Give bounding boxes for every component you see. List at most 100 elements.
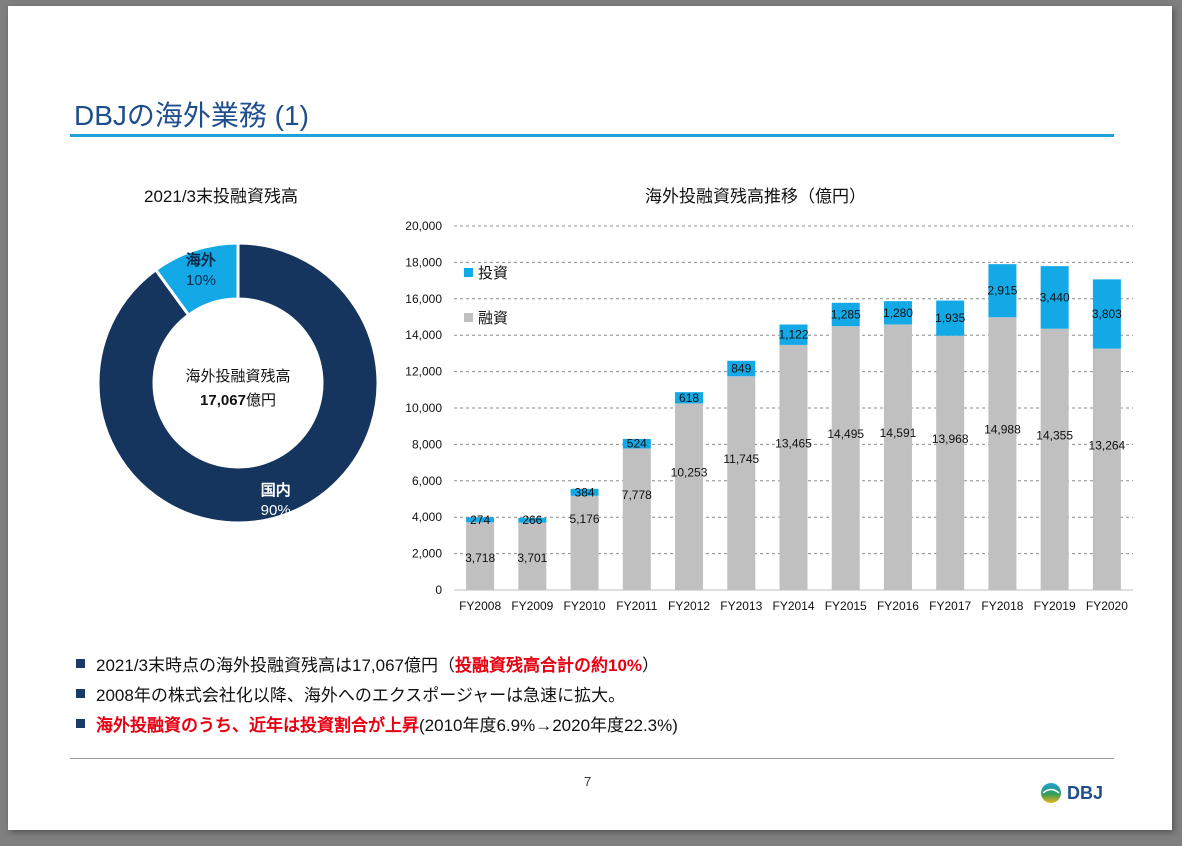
bar-investment-label: 274	[470, 513, 490, 527]
x-tick-label: FY2016	[877, 599, 919, 613]
legend-loan-label: 融資	[478, 310, 508, 327]
x-tick-label: FY2008	[459, 599, 501, 613]
bar-investment-label: 3,440	[1040, 290, 1070, 304]
y-tick-label: 12,000	[405, 365, 442, 379]
x-tick-label: FY2009	[511, 599, 553, 613]
bar-loan-label: 5,176	[570, 512, 600, 526]
donut-slice-name: 国内	[261, 481, 291, 499]
bar-loan-label: 14,495	[827, 427, 864, 441]
globe-logo-icon	[1041, 783, 1061, 803]
donut-slice-1	[153, 241, 240, 318]
donut-center-amount: 17,067	[200, 392, 246, 409]
bar-loan-label: 3,701	[517, 551, 547, 565]
bullet-item: 2021/3末時点の海外投融資残高は17,067億円（ 投融資残高合計の約10%）	[76, 648, 678, 678]
bullet-text: 2021/3末時点の海外投融資残高は17,067億円（	[96, 655, 455, 675]
bar-loan-label: 14,591	[880, 426, 917, 440]
bar-investment-label: 1,122	[778, 328, 808, 342]
bar-loan-FY2019	[1040, 328, 1069, 590]
page-title: DBJの海外業務 (1)	[74, 100, 309, 131]
x-tick-label: FY2011	[616, 599, 657, 613]
donut-chart-title: 2021/3末投融資残高	[144, 187, 298, 206]
y-tick-label: 6,000	[412, 474, 442, 488]
y-tick-label: 16,000	[405, 292, 442, 306]
x-tick-label: FY2013	[720, 599, 762, 613]
y-tick-label: 4,000	[412, 510, 442, 524]
donut-center-label: 海外投融資残高	[185, 368, 290, 385]
dbj-logo: DBJ	[1040, 782, 1103, 804]
square-bullet-icon	[76, 688, 85, 698]
bar-loan-FY2020	[1092, 348, 1121, 590]
bar-loan-FY2013	[727, 376, 756, 590]
bar-investment-label: 618	[679, 391, 699, 405]
square-bullet-icon	[76, 718, 85, 728]
bullet-highlight: 投融資残高合計の約10%	[455, 655, 643, 675]
bar-loan-label: 13,465	[775, 436, 812, 450]
y-tick-label: 0	[435, 583, 442, 597]
bar-investment-FY2013	[727, 360, 756, 377]
bullet-highlight: 海外投融資のうち、近年は投資割合が上昇	[96, 715, 419, 735]
y-tick-label: 20,000	[405, 219, 442, 233]
bar-investment-FY2008	[466, 517, 495, 523]
bar-loan-FY2016	[883, 324, 912, 590]
y-tick-label: 10,000	[405, 401, 442, 415]
x-tick-label: FY2018	[981, 599, 1023, 613]
bar-loan-label: 13,968	[932, 432, 969, 446]
bar-loan-FY2009	[518, 522, 547, 590]
bar-chart-title: 海外投融資残高推移（億円）	[645, 187, 866, 206]
bar-investment-FY2010	[570, 488, 599, 496]
bar-investment-FY2017	[936, 300, 965, 336]
x-tick-label: FY2012	[668, 599, 710, 613]
legend-loan-swatch	[464, 313, 473, 322]
bar-investment-label: 849	[731, 362, 751, 376]
donut-slice-name: 海外	[186, 251, 216, 269]
bar-loan-FY2012	[675, 403, 704, 590]
bullet-suffix: (2010年度6.9%→2020年度22.3%)	[419, 715, 678, 735]
bar-investment-label: 1,280	[883, 306, 913, 320]
y-tick-label: 2,000	[412, 547, 442, 561]
donut-center-unit: 億円	[246, 392, 276, 409]
bar-loan-FY2014	[779, 344, 808, 590]
bar-investment-FY2016	[883, 301, 912, 325]
bar-investment-FY2014	[779, 324, 808, 345]
bar-loan-FY2018	[988, 317, 1017, 590]
bar-loan-label: 3,718	[465, 551, 495, 565]
bar-investment-FY2009	[518, 517, 547, 523]
bullet-text: 2008年の株式会社化以降、海外へのエクスポージャーは急速に拡大。	[96, 685, 626, 705]
donut-slice-percent: 10%	[186, 272, 216, 289]
x-tick-label: FY2014	[772, 599, 814, 613]
donut-center-value: 17,067億円	[200, 392, 276, 409]
bar-loan-FY2008	[466, 522, 495, 590]
bar-investment-FY2012	[675, 392, 704, 404]
charts-canvas: 国内 90% 海外 10% 海外投融資残高 17,067億円 0 2,000 4,000 6,00…	[96, 219, 1133, 613]
title-divider	[70, 134, 1114, 137]
bar-investment-label: 3,803	[1092, 307, 1122, 321]
bar-investment-FY2019	[1040, 266, 1069, 329]
bar-loan-label: 10,253	[671, 466, 708, 480]
bar-investment-FY2015	[831, 302, 860, 327]
logo-text: DBJ	[1067, 782, 1104, 803]
bar-investment-label: 2,915	[987, 284, 1017, 298]
bar-investment-label: 266	[522, 513, 542, 527]
bar-loan-label: 11,745	[723, 452, 759, 466]
bar-loan-label: 13,264	[1089, 438, 1126, 452]
x-tick-label: FY2017	[929, 599, 971, 613]
slide: DBJの海外業務 (1) 2021/3末投融資残高 海外投融資残高推移（億円） …	[8, 6, 1172, 830]
x-tick-label: FY2019	[1034, 599, 1076, 613]
y-tick-label: 14,000	[405, 328, 442, 342]
legend-investment-swatch	[464, 268, 473, 277]
bar-investment-FY2020	[1092, 279, 1121, 349]
bar-loan-label: 14,355	[1036, 428, 1073, 442]
bar-loan-FY2011	[622, 448, 651, 590]
bar-investment-label: 1,285	[831, 307, 861, 321]
legend-investment-label: 投資	[478, 265, 508, 282]
footer-divider	[70, 758, 1114, 759]
bar-investment-label: 524	[627, 437, 647, 451]
x-tick-label: FY2010	[564, 599, 606, 613]
donut-slice-0	[96, 241, 380, 525]
bar-investment-label: 1,935	[935, 311, 965, 325]
bar-investment-label: 384	[575, 485, 595, 499]
bar-loan-FY2015	[831, 326, 860, 590]
bar-investment-FY2011	[622, 438, 651, 449]
square-bullet-icon	[76, 658, 85, 668]
x-tick-label: FY2020	[1086, 599, 1128, 613]
